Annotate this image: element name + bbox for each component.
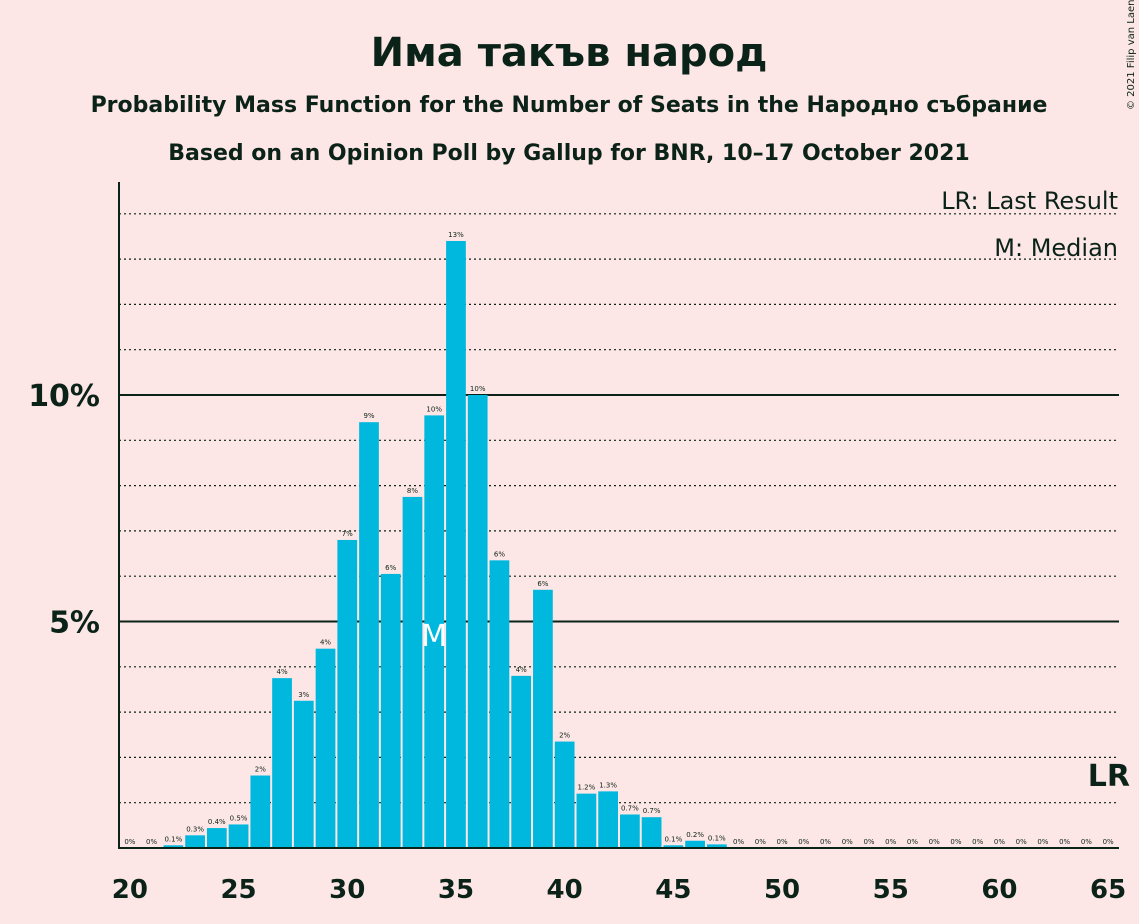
y-tick-label: 10% — [28, 379, 100, 414]
bar-label-36: 10% — [470, 385, 486, 393]
bar-label-28: 3% — [298, 691, 309, 699]
bar-label-57: 0% — [929, 838, 940, 846]
bar-label-44: 0.7% — [643, 807, 661, 815]
bar-label-37: 6% — [494, 550, 505, 558]
bar-label-61: 0% — [1016, 838, 1027, 846]
x-tick-label: 50 — [764, 875, 800, 905]
bar-label-34: 10% — [426, 405, 442, 413]
bar-34 — [424, 415, 445, 848]
bar-label-45: 0.1% — [664, 835, 682, 843]
last-result-marker: LR — [1088, 759, 1130, 794]
bar-30 — [337, 539, 358, 848]
x-tick-label: 45 — [655, 875, 691, 905]
median-marker: M — [421, 619, 447, 654]
bar-41 — [576, 793, 597, 848]
bar-37 — [489, 560, 510, 848]
bar-label-63: 0% — [1059, 838, 1070, 846]
chart-subtitle-poll: Based on an Opinion Poll by Gallup for B… — [168, 141, 969, 166]
bar-label-35: 13% — [448, 231, 464, 239]
x-tick-label: 40 — [547, 875, 583, 905]
x-tick-label: 65 — [1090, 875, 1126, 905]
bar-label-30: 7% — [342, 530, 353, 538]
bar-33 — [402, 496, 423, 848]
chart-title: Има такъв народ — [371, 30, 768, 76]
bar-45 — [663, 845, 684, 848]
x-tick-label: 60 — [981, 875, 1017, 905]
grid-lines — [119, 213, 1119, 804]
bar-label-26: 2% — [255, 766, 266, 774]
bar-label-51: 0% — [798, 838, 809, 846]
bar-22 — [163, 845, 184, 848]
bar-29 — [315, 648, 336, 848]
x-tick-label: 35 — [438, 875, 474, 905]
bar-label-50: 0% — [776, 838, 787, 846]
bar-38 — [511, 675, 532, 848]
x-tick-label: 25 — [220, 875, 256, 905]
bar-label-47: 0.1% — [708, 834, 726, 842]
bar-label-58: 0% — [950, 838, 961, 846]
legend-median: M: Median — [994, 234, 1118, 262]
x-tick-label: 30 — [329, 875, 365, 905]
bar-43 — [620, 814, 640, 848]
bar-labels: 0% 0% 0.1% 0.3% 0.4% 0.5% 2% 4% 3% 4% 7% 9% 6% 8% 10% 1… — [124, 231, 1114, 846]
bar-label-41: 1.2% — [577, 784, 595, 792]
bar-label-21: 0% — [146, 838, 157, 846]
bar-label-55: 0% — [885, 838, 896, 846]
bar-label-40: 2% — [559, 732, 570, 740]
bar-label-43: 0.7% — [621, 804, 639, 812]
copyright-notice: © 2021 Filip van Laenen — [1126, 0, 1137, 110]
bar-label-33: 8% — [407, 487, 418, 495]
bar-label-60: 0% — [994, 838, 1005, 846]
bar-31 — [359, 422, 379, 848]
bar-label-32: 6% — [385, 564, 396, 572]
bar-label-64: 0% — [1081, 838, 1092, 846]
bar-46 — [685, 840, 705, 848]
bar-label-56: 0% — [907, 838, 918, 846]
bar-42 — [598, 791, 618, 848]
bar-24 — [206, 828, 227, 848]
y-tick-labels: 5% 10% — [28, 379, 100, 641]
bar-label-22: 0.1% — [164, 835, 182, 843]
x-tick-labels: 20 25 30 35 40 45 50 55 60 65 — [112, 875, 1126, 905]
bar-label-24: 0.4% — [208, 818, 226, 826]
y-tick-label: 5% — [49, 606, 100, 641]
x-tick-label: 20 — [112, 875, 148, 905]
bar-36 — [467, 395, 488, 848]
bar-26 — [250, 775, 271, 848]
bar-label-31: 9% — [363, 412, 374, 420]
bar-32 — [380, 573, 401, 848]
chart-subtitle: Probability Mass Function for the Number… — [91, 93, 1048, 118]
bar-label-65: 0% — [1103, 838, 1114, 846]
bar-label-25: 0.5% — [230, 814, 248, 822]
bar-44 — [641, 817, 662, 848]
bar-label-46: 0.2% — [686, 831, 704, 839]
bar-35 — [446, 240, 466, 849]
bar-label-20: 0% — [124, 838, 135, 846]
bar-label-38: 4% — [516, 666, 527, 674]
bar-label-53: 0% — [842, 838, 853, 846]
bar-27 — [272, 678, 292, 848]
bar-label-54: 0% — [863, 838, 874, 846]
legend-last-result: LR: Last Result — [941, 187, 1118, 215]
bar-23 — [185, 835, 205, 848]
bar-25 — [228, 824, 249, 848]
bar-28 — [293, 700, 314, 848]
bar-label-39: 6% — [537, 580, 548, 588]
bar-40 — [554, 741, 575, 848]
bar-label-27: 4% — [276, 668, 287, 676]
bars — [163, 240, 727, 849]
bar-label-48: 0% — [733, 838, 744, 846]
bar-label-52: 0% — [820, 838, 831, 846]
bar-label-42: 1.3% — [599, 781, 617, 789]
bar-label-49: 0% — [755, 838, 766, 846]
x-tick-label: 55 — [873, 875, 909, 905]
bar-label-59: 0% — [972, 838, 983, 846]
bar-label-29: 4% — [320, 639, 331, 647]
bar-label-23: 0.3% — [186, 825, 204, 833]
bar-label-62: 0% — [1037, 838, 1048, 846]
bar-47 — [706, 844, 727, 848]
bar-39 — [533, 589, 553, 848]
